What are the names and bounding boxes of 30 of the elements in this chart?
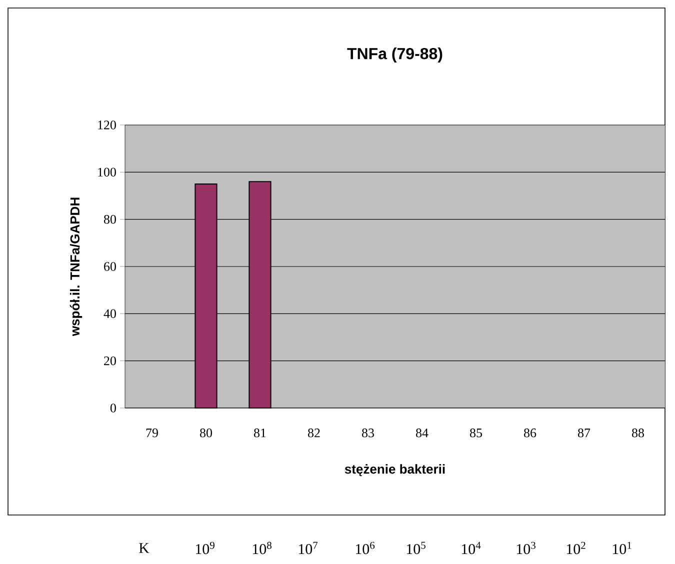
y-tick-label: 20 bbox=[104, 356, 116, 366]
x-tick-label: 81 bbox=[254, 428, 266, 438]
text: 10$^{9}$ bbox=[196, 542, 214, 554]
y-axis-title: współ.il. TNFa/GAPDH bbox=[70, 198, 82, 336]
x-tick-label: 79 bbox=[146, 428, 158, 438]
chart-title: TNFa (79-88) bbox=[347, 48, 442, 62]
x-tick-label: 88 bbox=[632, 428, 644, 438]
y-tick-label: 120 bbox=[98, 120, 116, 130]
text: 10$^{7}$ bbox=[298, 542, 318, 554]
y-tick-label: 40 bbox=[104, 309, 116, 318]
text: 10$^{3}$ bbox=[516, 542, 536, 554]
x-tick-label: 87 bbox=[578, 428, 590, 438]
x-axis-title: stężenie bakterii bbox=[344, 464, 445, 476]
x-tick-label: 82 bbox=[308, 428, 320, 438]
y-tick-label: 60 bbox=[104, 262, 116, 271]
x-tick-label: 83 bbox=[362, 428, 374, 438]
text: 10$^{8}$ bbox=[252, 542, 272, 554]
x-tick-label: 84 bbox=[416, 428, 428, 438]
y-tick-label: 100 bbox=[98, 168, 116, 177]
text: 10$^{5}$ bbox=[406, 542, 426, 554]
x-tick-label: 85 bbox=[470, 428, 482, 438]
y-tick-label: 0 bbox=[110, 404, 116, 412]
text: 10$^{4}$ bbox=[462, 542, 481, 554]
text: 10$^{6}$ bbox=[356, 542, 375, 554]
x-tick-label: 80 bbox=[200, 428, 212, 438]
y-tick-label: 80 bbox=[104, 214, 116, 224]
text: 10$^{1}$ bbox=[612, 542, 632, 554]
x-tick-label: 86 bbox=[524, 428, 536, 438]
text: K bbox=[139, 543, 150, 553]
text: 10$^{2}$ bbox=[566, 542, 586, 554]
